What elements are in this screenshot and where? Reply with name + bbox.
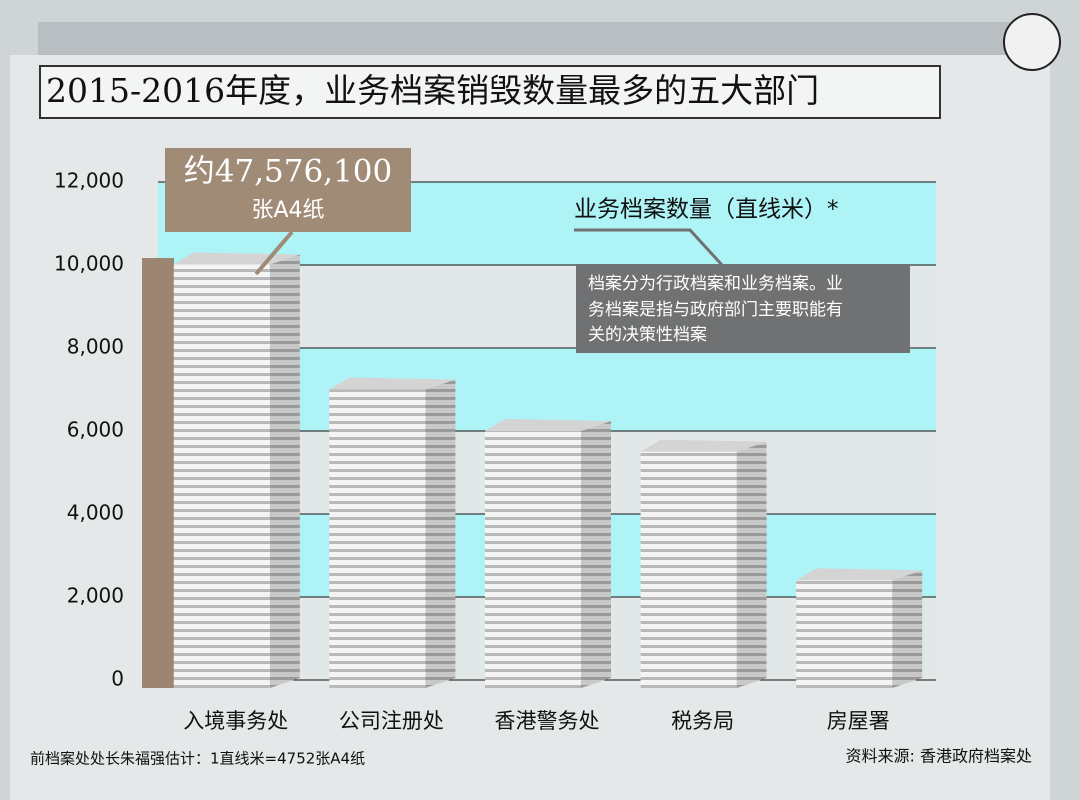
footnote: 前档案处处长朱福强估计：1直线米=4752张A4纸: [30, 750, 365, 768]
source: 资料来源: 香港政府档案处: [846, 747, 1032, 766]
logo: [1003, 13, 1061, 71]
bar-top: [329, 377, 456, 390]
x-tick-label: 公司注册处: [339, 709, 444, 733]
bar: [485, 431, 581, 688]
bar-top: [796, 568, 923, 581]
y-tick-label: 6,000: [67, 418, 124, 442]
chart-title: 2015-2016年度，业务档案销毁数量最多的五大部门: [46, 71, 819, 110]
note-line: 关的决策性档案: [588, 325, 707, 345]
callout-pointer: [254, 230, 294, 276]
ruler: [142, 258, 174, 688]
callout-box: [165, 148, 411, 232]
y-tick-label: 2,000: [67, 584, 124, 608]
bar-side: [581, 421, 611, 688]
note-pointer: [574, 228, 724, 267]
x-tick-label: 税务局: [671, 709, 734, 733]
bar-top: [640, 439, 767, 452]
note-line: 务档案是指与政府部门主要职能有: [588, 300, 843, 320]
y-tick-label: 12,000: [54, 169, 124, 193]
bar: [173, 264, 270, 688]
y-tick-label: 8,000: [67, 335, 124, 359]
callout-unit: 张A4纸: [251, 198, 324, 223]
bar-side: [425, 379, 456, 688]
bar: [796, 580, 893, 688]
title-box: [39, 65, 941, 119]
bar-side: [269, 254, 300, 688]
x-tick-label: 入境事务处: [183, 709, 288, 733]
bar: [640, 451, 737, 688]
bar-side: [892, 570, 923, 688]
y-tick-label: 4,000: [67, 501, 124, 525]
bar: [329, 389, 426, 688]
y-tick-label: 0: [111, 667, 124, 691]
bar-side: [736, 441, 767, 688]
note-box: [576, 264, 910, 353]
note-line: 档案分为行政档案和业务档案。业: [588, 274, 843, 294]
legend-label: 业务档案数量（直线米）*: [574, 197, 839, 223]
y-tick-label: 10,000: [54, 252, 124, 276]
x-tick-label: 房屋署: [827, 709, 890, 733]
callout-number: 约47,576,100: [184, 154, 393, 190]
x-tick-label: 香港警务处: [495, 709, 600, 733]
bar-top: [485, 419, 611, 431]
